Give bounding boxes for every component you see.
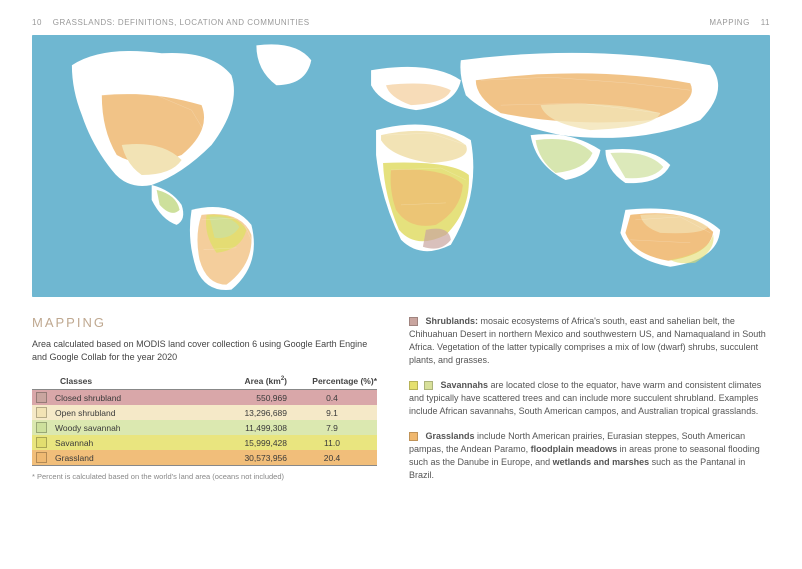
definition-shrublands: Shrublands: mosaic ecosystems of Africa'… (409, 315, 770, 367)
right-column: Shrublands: mosaic ecosystems of Africa'… (409, 315, 770, 549)
cell-area: 13,296,689 (207, 408, 287, 418)
cell-pct: 7.9 (287, 423, 377, 433)
th-area: Area (km2) (207, 376, 287, 386)
land-cover-table: Classes Area (km2) Percentage (%)* Close… (32, 373, 377, 466)
swatch-icon (36, 392, 47, 403)
key-swatch-icon (409, 432, 418, 441)
th-percentage: Percentage (%)* (287, 376, 377, 386)
cell-class: Closed shrubland (55, 393, 207, 403)
key-swatch-icon (409, 317, 418, 326)
header-right-title: MAPPING (709, 18, 749, 27)
table-header: Classes Area (km2) Percentage (%)* (32, 373, 377, 390)
cell-pct: 20.4 (287, 453, 377, 463)
cell-pct: 9.1 (287, 408, 377, 418)
cell-class: Savannah (55, 438, 207, 448)
table-row: Savannah 15,999,428 11.0 (32, 435, 377, 450)
swatch-icon (36, 452, 47, 463)
header-left: 10 GRASSLANDS: DEFINITIONS, LOCATION AND… (32, 18, 310, 27)
page-header: 10 GRASSLANDS: DEFINITIONS, LOCATION AND… (32, 18, 770, 27)
table-row: Grassland 30,573,956 20.4 (32, 450, 377, 465)
cell-area: 30,573,956 (207, 453, 287, 463)
world-map (32, 35, 770, 297)
cell-pct: 11.0 (287, 438, 377, 448)
cell-class: Woody savannah (55, 423, 207, 433)
definition-savannahs: Savannahs are located close to the equat… (409, 379, 770, 418)
definition-grasslands: Grasslands include North American prairi… (409, 430, 770, 482)
bold-wetlands: wetlands and marshes (553, 457, 650, 467)
table-row: Closed shrubland 550,969 0.4 (32, 390, 377, 405)
document-page: 10 GRASSLANDS: DEFINITIONS, LOCATION AND… (0, 0, 802, 569)
header-right: MAPPING 11 (709, 18, 770, 27)
term-shrublands: Shrublands: (426, 316, 479, 326)
table-footnote: * Percent is calculated based on the wor… (32, 472, 377, 481)
bold-floodplain: floodplain meadows (531, 444, 618, 454)
page-number-right: 11 (761, 18, 770, 27)
table-row: Woody savannah 11,499,308 7.9 (32, 420, 377, 435)
lower-content: MAPPING Area calculated based on MODIS l… (32, 315, 770, 549)
swatch-icon (36, 422, 47, 433)
cell-area: 550,969 (207, 393, 287, 403)
page-number-left: 10 (32, 18, 42, 27)
term-grasslands: Grasslands (426, 431, 475, 441)
term-savannahs: Savannahs (441, 380, 489, 390)
left-column: MAPPING Area calculated based on MODIS l… (32, 315, 377, 549)
cell-pct: 0.4 (287, 393, 377, 403)
map-svg (32, 35, 770, 297)
intro-text: Area calculated based on MODIS land cove… (32, 338, 377, 363)
th-swatch (32, 376, 60, 386)
key-swatch-icon (409, 381, 418, 390)
cell-class: Open shrubland (55, 408, 207, 418)
swatch-icon (36, 437, 47, 448)
cell-area: 11,499,308 (207, 423, 287, 433)
header-left-title: GRASSLANDS: DEFINITIONS, LOCATION AND CO… (53, 18, 310, 27)
cell-area: 15,999,428 (207, 438, 287, 448)
cell-class: Grassland (55, 453, 207, 463)
section-title: MAPPING (32, 315, 377, 330)
table-row: Open shrubland 13,296,689 9.1 (32, 405, 377, 420)
th-classes: Classes (60, 376, 207, 386)
key-swatch-icon (424, 381, 433, 390)
swatch-icon (36, 407, 47, 418)
